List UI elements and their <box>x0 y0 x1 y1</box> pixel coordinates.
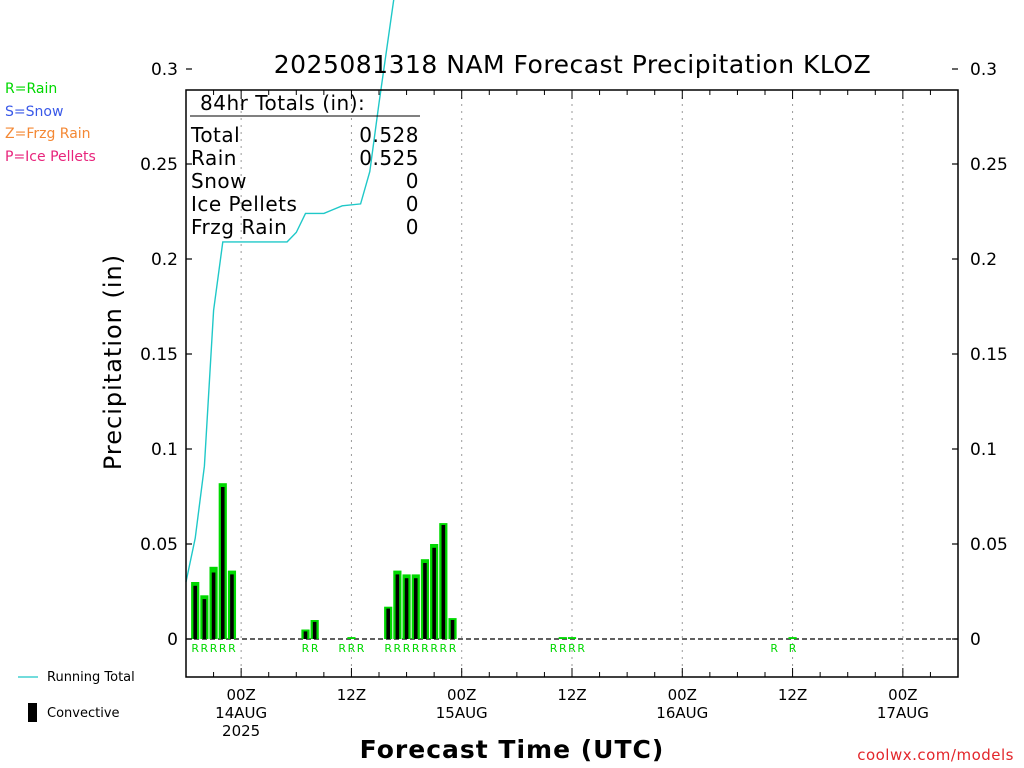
convective-bar <box>441 525 446 639</box>
rain-bar <box>347 637 356 639</box>
y-tick-label-left: 0.25 <box>140 155 178 175</box>
convective-bar <box>312 621 317 639</box>
y-tick-label-right: 0.3 <box>970 60 997 80</box>
totals-header: 84hr Totals (in): <box>200 91 366 115</box>
x-tick-label-0-0: 00Z <box>226 686 255 704</box>
ptype-marker: R <box>577 642 585 655</box>
ptype-marker: R <box>421 642 429 655</box>
chart-title: 2025081318 NAM Forecast Precipitation KL… <box>273 50 872 79</box>
ptype-marker: R <box>219 642 227 655</box>
rain-bar <box>788 637 797 639</box>
y-tick-label-left: 0.05 <box>140 535 178 555</box>
ptype-marker: R <box>770 642 778 655</box>
ptype-legend-frzg-rain: Z=Frzg Rain <box>5 126 91 142</box>
convective-bar <box>303 631 308 639</box>
ptype-marker: R <box>449 642 457 655</box>
y-tick-label-left: 0 <box>167 630 178 650</box>
ptype-legend-snow: S=Snow <box>5 104 64 120</box>
convective-bar <box>386 608 390 639</box>
x-tick-label-4-0: 00Z <box>668 686 697 704</box>
y-tick-label-right: 0.15 <box>970 345 1008 365</box>
ptype-marker: R <box>228 642 236 655</box>
totals-value-total: 0.528 <box>359 123 419 147</box>
convective-bar <box>432 547 436 639</box>
ptype-marker: R <box>440 642 448 655</box>
convective-bar <box>220 487 225 639</box>
totals-value-frzg-rain: 0 <box>405 215 419 239</box>
ptype-marker: R <box>311 642 319 655</box>
x-tick-label-3-0: 12Z <box>557 686 586 704</box>
x-tick-label-4-1: 16AUG <box>656 704 708 722</box>
convective-bar <box>450 620 455 639</box>
x-tick-label-0-1: 14AUG <box>215 704 267 722</box>
ptype-marker: R <box>568 642 576 655</box>
ptype-marker: R <box>550 642 558 655</box>
convective-bar <box>395 574 400 639</box>
convective-bar <box>202 599 207 639</box>
totals-label-total: Total <box>191 123 241 147</box>
y-tick-label-left: 0.15 <box>140 345 178 365</box>
x-axis-title: Forecast Time (UTC) <box>359 735 665 764</box>
ptype-marker: R <box>191 642 199 655</box>
x-tick-label-6-0: 00Z <box>888 686 917 704</box>
y-tick-label-right: 0 <box>970 630 981 650</box>
ptype-marker: R <box>430 642 438 655</box>
x-tick-label-2-1: 15AUG <box>436 704 488 722</box>
y-tick-label-left: 0.3 <box>151 60 178 80</box>
y-tick-label-right: 0.25 <box>970 155 1008 175</box>
y-tick-label-left: 0.1 <box>151 440 178 460</box>
totals-label-frzg-rain: Frzg Rain <box>191 215 288 239</box>
ptype-marker: R <box>357 642 365 655</box>
ptype-marker: R <box>384 642 392 655</box>
convective-bar <box>413 578 418 639</box>
tick-layer: 0 00.05 0.050.1 0.10.15 0.150.2 0.20.25 0.250.… <box>140 60 1008 740</box>
rain-bar <box>558 637 567 639</box>
convective-bar <box>211 572 216 639</box>
convective-bar <box>423 563 427 639</box>
credit-link[interactable]: coolwx.com/models <box>857 746 1014 764</box>
x-tick-label-1-0: 12Z <box>337 686 366 704</box>
legend-running-total-label: Running Total <box>47 670 135 685</box>
y-axis-title: Precipitation (in) <box>99 253 127 471</box>
convective-bar <box>193 585 197 639</box>
bar-layer <box>191 483 797 639</box>
ptype-marker: R <box>348 642 356 655</box>
ptype-legend-rain: R=Rain <box>5 81 58 97</box>
ptype-marker: R <box>338 642 346 655</box>
ptype-marker: R <box>210 642 218 655</box>
totals-label-snow: Snow <box>191 169 247 193</box>
ptype-legend-ice-pellets: P=Ice Pellets <box>5 149 96 165</box>
ptype-marker: R <box>412 642 420 655</box>
y-tick-label-right: 0.2 <box>970 250 997 270</box>
y-tick-label-right: 0.05 <box>970 535 1008 555</box>
plot-frame <box>185 89 959 678</box>
ptype-marker: R <box>302 642 310 655</box>
x-tick-label-6-1: 17AUG <box>877 704 929 722</box>
ptype-marker: R <box>403 642 411 655</box>
y-tick-label-right: 0.1 <box>970 440 997 460</box>
running-total-line <box>185 0 395 583</box>
legend-convective-label: Convective <box>47 706 120 721</box>
ptype-marker: R <box>559 642 567 655</box>
totals-value-rain: 0.525 <box>359 146 419 170</box>
convective-bar <box>404 578 409 639</box>
totals-value-snow: 0 <box>405 169 419 193</box>
convective-bar <box>230 574 234 639</box>
ptype-marker: R <box>789 642 797 655</box>
x-tick-label-0-2: 2025 <box>222 722 260 740</box>
y-tick-label-left: 0.2 <box>151 250 178 270</box>
x-tick-label-2-0: 00Z <box>447 686 476 704</box>
x-tick-label-5-0: 12Z <box>778 686 807 704</box>
legend-convective-swatch <box>28 703 37 722</box>
totals-label-ice-pellets: Ice Pellets <box>191 192 298 216</box>
ptype-marker: R <box>394 642 402 655</box>
grid-lines <box>186 90 958 677</box>
rain-bar <box>567 637 577 639</box>
totals-label-rain: Rain <box>191 146 237 170</box>
totals-value-ice-pellets: 0 <box>405 192 419 216</box>
ptype-marker: R <box>201 642 209 655</box>
